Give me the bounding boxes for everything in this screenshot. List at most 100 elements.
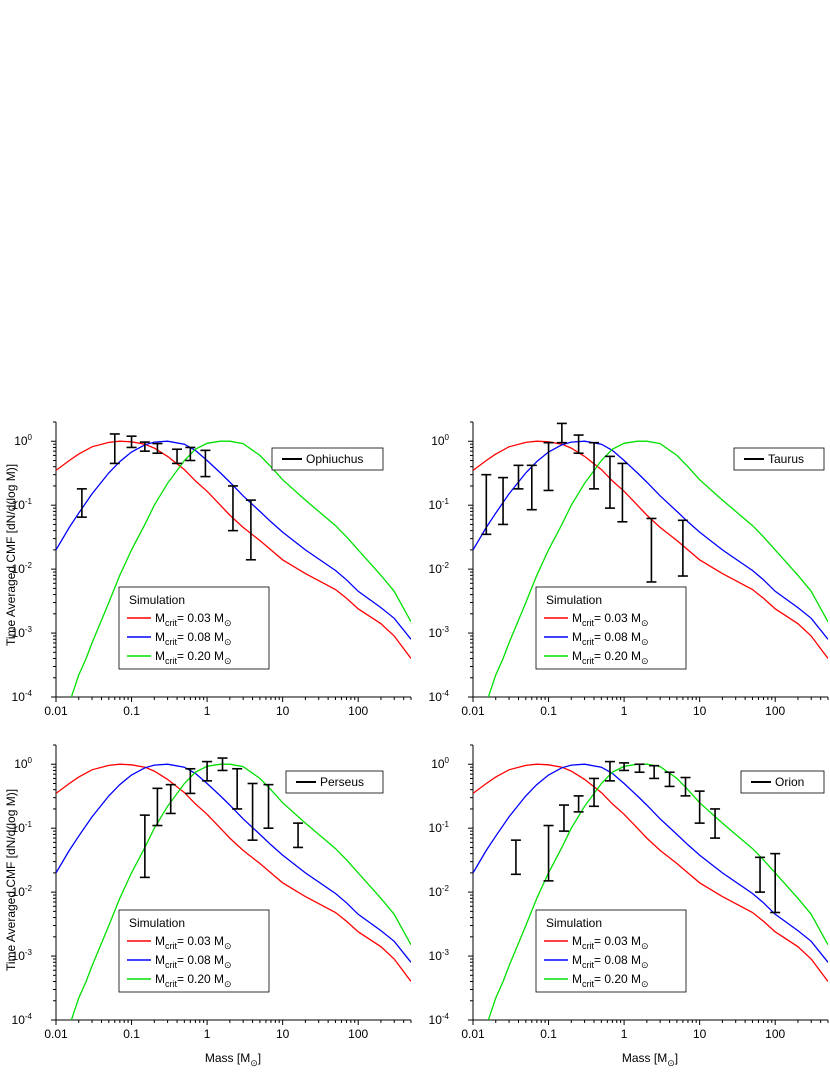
error-bar: [589, 777, 600, 808]
x-tick-label: 100: [348, 1027, 368, 1041]
y-tick-label: 10-3: [12, 948, 33, 963]
error-bar: [498, 476, 509, 526]
y-tick-label: 10-2: [12, 561, 33, 576]
error-bar: [543, 824, 554, 882]
y-tick-label: 10-1: [429, 497, 450, 512]
y-tick-label: 10-3: [429, 948, 450, 963]
series-line-003: [473, 763, 828, 982]
chart-panels: 0.01 0.1 1 10 100 10-4 10-3 10-2 10-1 100 Ophiuchu…: [12, 421, 829, 1041]
chart-panel-ophiuchus: 0.01 0.1 1 10 100 10-4 10-3 10-2 10-1 100 Ophiuchu…: [12, 421, 412, 718]
error-bar: [710, 808, 721, 839]
error-bar: [202, 760, 213, 782]
y-tick-label: 10-4: [12, 1012, 33, 1027]
y-tick-label: 10-2: [429, 561, 450, 576]
x-axis-title-close: ]: [258, 1051, 261, 1065]
simulation-legend: Simulation Mcrit= 0.03 M⊙ Mcrit= 0.08 M⊙ Mc…: [535, 909, 687, 993]
simulation-legend-label: Mcrit= 0.20 M⊙: [155, 649, 232, 666]
simulation-legend-label: Mcrit= 0.08 M⊙: [572, 630, 649, 647]
y-tick-label: 10-4: [12, 689, 33, 704]
observation-legend-label: Orion: [775, 775, 804, 789]
error-bar: [617, 462, 628, 523]
error-bar: [558, 804, 569, 832]
error-bar: [680, 776, 691, 797]
series-line-003: [56, 763, 411, 982]
x-tick-label: 0.01: [461, 1027, 485, 1041]
x-axis-title-close: ]: [675, 1051, 678, 1065]
observation-legend: Orion: [740, 770, 825, 794]
x-tick-label: 1: [204, 704, 211, 718]
error-bar: [139, 441, 150, 452]
y-tick-label: 100: [431, 433, 449, 448]
y-tick-label: 10-1: [429, 820, 450, 835]
simulation-legend-label: Mcrit= 0.08 M⊙: [155, 953, 232, 970]
error-bar: [694, 790, 705, 824]
simulation-legend-label: Mcrit= 0.08 M⊙: [155, 630, 232, 647]
sun-symbol: ⊙: [667, 1058, 675, 1068]
y-tick-label: 10-3: [429, 625, 450, 640]
error-bar: [139, 814, 150, 879]
error-bar: [217, 757, 228, 772]
y-tick-label: 100: [14, 756, 32, 771]
error-bar: [755, 856, 766, 893]
error-bar: [481, 473, 492, 536]
sun-symbol: ⊙: [250, 1058, 258, 1068]
series-group: [473, 440, 828, 697]
y-tick-label: 10-4: [429, 689, 450, 704]
simulation-legend-label: Mcrit= 0.20 M⊙: [572, 649, 649, 666]
error-bar: [200, 449, 211, 478]
observation-errorbars: [76, 433, 256, 561]
y-tick-label: 10-1: [12, 820, 33, 835]
x-axis-title-left: Mass [M⊙]: [205, 1051, 261, 1068]
x-tick-label: 10: [693, 1027, 707, 1041]
observation-legend: Perseus: [285, 770, 384, 794]
x-tick-label: 1: [621, 1027, 628, 1041]
x-tick-label: 0.1: [123, 704, 140, 718]
error-bar: [543, 441, 554, 492]
series-line-008: [473, 440, 828, 640]
series-line-003: [56, 440, 411, 659]
series-group: [56, 763, 411, 1020]
error-bar: [770, 852, 781, 914]
series-line-008: [473, 763, 828, 963]
x-tick-label: 0.1: [123, 1027, 140, 1041]
error-bar: [573, 795, 584, 813]
x-tick-label: 1: [621, 704, 628, 718]
error-bar: [604, 760, 615, 782]
simulation-legend-label: Mcrit= 0.03 M⊙: [572, 611, 649, 628]
x-tick-label: 100: [765, 704, 785, 718]
error-bar: [152, 442, 163, 455]
x-tick-label: 0.01: [44, 704, 68, 718]
simulation-legend: Simulation Mcrit= 0.03 M⊙ Mcrit= 0.08 M⊙ Mc…: [118, 909, 270, 993]
simulation-legend-label: Mcrit= 0.03 M⊙: [572, 934, 649, 951]
x-tick-label: 0.01: [461, 704, 485, 718]
series-line-020: [70, 763, 411, 1020]
simulation-legend-title: Simulation: [129, 916, 185, 930]
error-bar: [185, 767, 196, 795]
y-tick-label: 10-2: [12, 884, 33, 899]
series-line-008: [56, 763, 411, 963]
observation-legend-label: Taurus: [768, 452, 804, 466]
x-tick-label: 0.01: [44, 1027, 68, 1041]
error-bar: [646, 517, 657, 583]
y-axis-title-top: Time Averaged CMF [dN/d(log M)]: [4, 464, 18, 646]
error-bar: [245, 499, 256, 561]
series-line-003: [473, 440, 828, 659]
observation-errorbars: [139, 757, 304, 879]
x-tick-label: 100: [348, 704, 368, 718]
x-tick-label: 100: [765, 1027, 785, 1041]
error-bar: [126, 435, 137, 449]
error-bar: [573, 434, 584, 455]
series-line-020: [487, 440, 828, 697]
error-bar: [172, 448, 183, 465]
series-group: [56, 440, 411, 697]
simulation-legend-label: Mcrit= 0.08 M⊙: [572, 953, 649, 970]
simulation-legend-title: Simulation: [129, 593, 185, 607]
error-bar: [152, 787, 163, 827]
x-tick-label: 10: [276, 1027, 290, 1041]
x-tick-label: 0.1: [540, 1027, 557, 1041]
x-tick-label: 10: [693, 704, 707, 718]
y-tick-label: 100: [431, 756, 449, 771]
simulation-legend-title: Simulation: [546, 916, 602, 930]
error-bar: [677, 519, 688, 577]
